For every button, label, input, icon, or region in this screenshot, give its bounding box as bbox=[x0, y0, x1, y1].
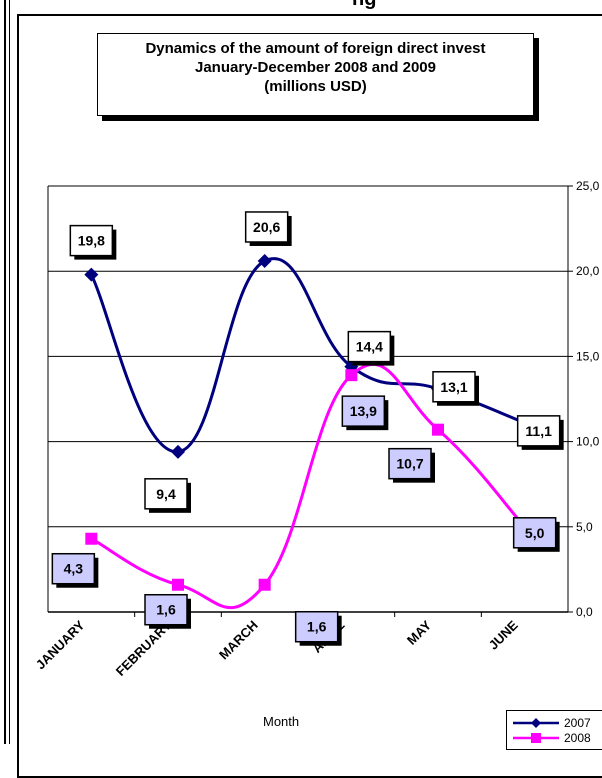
y-tick-label: 20,0 bbox=[576, 264, 600, 278]
data-point-2007 bbox=[171, 444, 185, 459]
x-tick-label: JUNE bbox=[486, 617, 521, 652]
data-label-box bbox=[388, 447, 432, 480]
y-tick-label: 25,0 bbox=[576, 179, 600, 193]
data-label-2007: 13,1 bbox=[432, 371, 479, 406]
data-label-box bbox=[69, 224, 114, 257]
data-label-2007: 14,4 bbox=[347, 330, 395, 366]
legend-label-2008: 2008 bbox=[564, 731, 591, 745]
data-label-text: 11,1 bbox=[525, 423, 552, 439]
data-label-text: 13,1 bbox=[440, 379, 467, 395]
data-label-2008: 4,3 bbox=[51, 552, 99, 588]
chart-title-line-2: January-December 2008 and 2009 bbox=[195, 59, 436, 76]
data-label-text: 10,7 bbox=[396, 456, 423, 472]
data-point-2008 bbox=[85, 532, 98, 545]
data-label-2008: 13,9 bbox=[341, 395, 389, 431]
data-label-2007: 20,6 bbox=[244, 211, 292, 246]
data-label-2007: 19,8 bbox=[69, 224, 117, 260]
chart-title: Dynamics of the amount of foreign direct… bbox=[97, 33, 534, 116]
data-label-box bbox=[347, 330, 392, 363]
data-label-text: 1,6 bbox=[156, 602, 176, 618]
x-tick-label: MARCH bbox=[216, 618, 261, 663]
legend-item-2007: 2007 bbox=[507, 716, 602, 730]
data-label-box bbox=[432, 371, 476, 403]
data-label-text: 14,4 bbox=[356, 339, 383, 355]
data-label-2008: 10,7 bbox=[388, 447, 435, 483]
data-label-box bbox=[341, 395, 386, 427]
data-label-2007: 11,1 bbox=[516, 415, 564, 450]
page-edge-line-inner bbox=[9, 0, 10, 744]
data-label-2008: 1,6 bbox=[294, 610, 342, 646]
data-label-2007: 9,4 bbox=[144, 478, 191, 513]
data-point-2007 bbox=[257, 253, 272, 268]
data-label-box bbox=[516, 415, 561, 447]
grid-lines bbox=[48, 185, 568, 528]
legend-swatch-2008 bbox=[513, 733, 559, 743]
data-label-box bbox=[294, 610, 339, 643]
y-tick-label: 0,0 bbox=[576, 605, 593, 619]
data-label-text: 5,0 bbox=[525, 525, 545, 541]
data-label-box bbox=[144, 478, 188, 510]
chart-title-line-3: (millions USD) bbox=[264, 78, 367, 95]
data-label-text: 4,3 bbox=[64, 561, 84, 577]
data-label-box bbox=[144, 593, 188, 626]
legend-label-2007: 2007 bbox=[564, 716, 591, 730]
y-tick-label: 5,0 bbox=[576, 520, 593, 534]
chart-frame bbox=[17, 14, 602, 778]
data-label-box bbox=[244, 211, 289, 243]
data-label-text: 19,8 bbox=[78, 233, 105, 249]
header-fragment: ng bbox=[352, 0, 602, 14]
y-tick-label: 15,0 bbox=[576, 349, 600, 363]
chart-title-line-1: Dynamics of the amount of foreign direct… bbox=[145, 40, 486, 57]
data-point-2008 bbox=[258, 578, 271, 591]
series-line-2007 bbox=[89, 257, 526, 454]
data-label-2008: 5,0 bbox=[512, 517, 560, 552]
legend: 2007 2008 bbox=[506, 710, 602, 750]
y-tick-label: 10,0 bbox=[576, 435, 600, 449]
data-point-2007 bbox=[84, 267, 99, 282]
page-edge-line bbox=[4, 0, 6, 744]
data-label-2008: 1,6 bbox=[144, 593, 191, 629]
x-tick-label: MAY bbox=[404, 617, 434, 647]
data-label-box bbox=[512, 517, 557, 549]
x-axis-title: Month bbox=[263, 714, 300, 729]
data-point-2008 bbox=[432, 423, 444, 436]
data-label-text: 20,6 bbox=[253, 219, 280, 235]
data-point-2008 bbox=[345, 369, 358, 382]
legend-item-2008: 2008 bbox=[507, 731, 602, 745]
x-tick-label: JANUARY bbox=[33, 617, 88, 672]
data-label-text: 13,9 bbox=[350, 403, 377, 419]
data-label-box bbox=[51, 552, 96, 585]
data-label-text: 1,6 bbox=[307, 619, 327, 635]
legend-swatch-2007 bbox=[513, 718, 559, 728]
data-point-2008 bbox=[172, 578, 184, 591]
data-label-text: 9,4 bbox=[156, 486, 176, 502]
